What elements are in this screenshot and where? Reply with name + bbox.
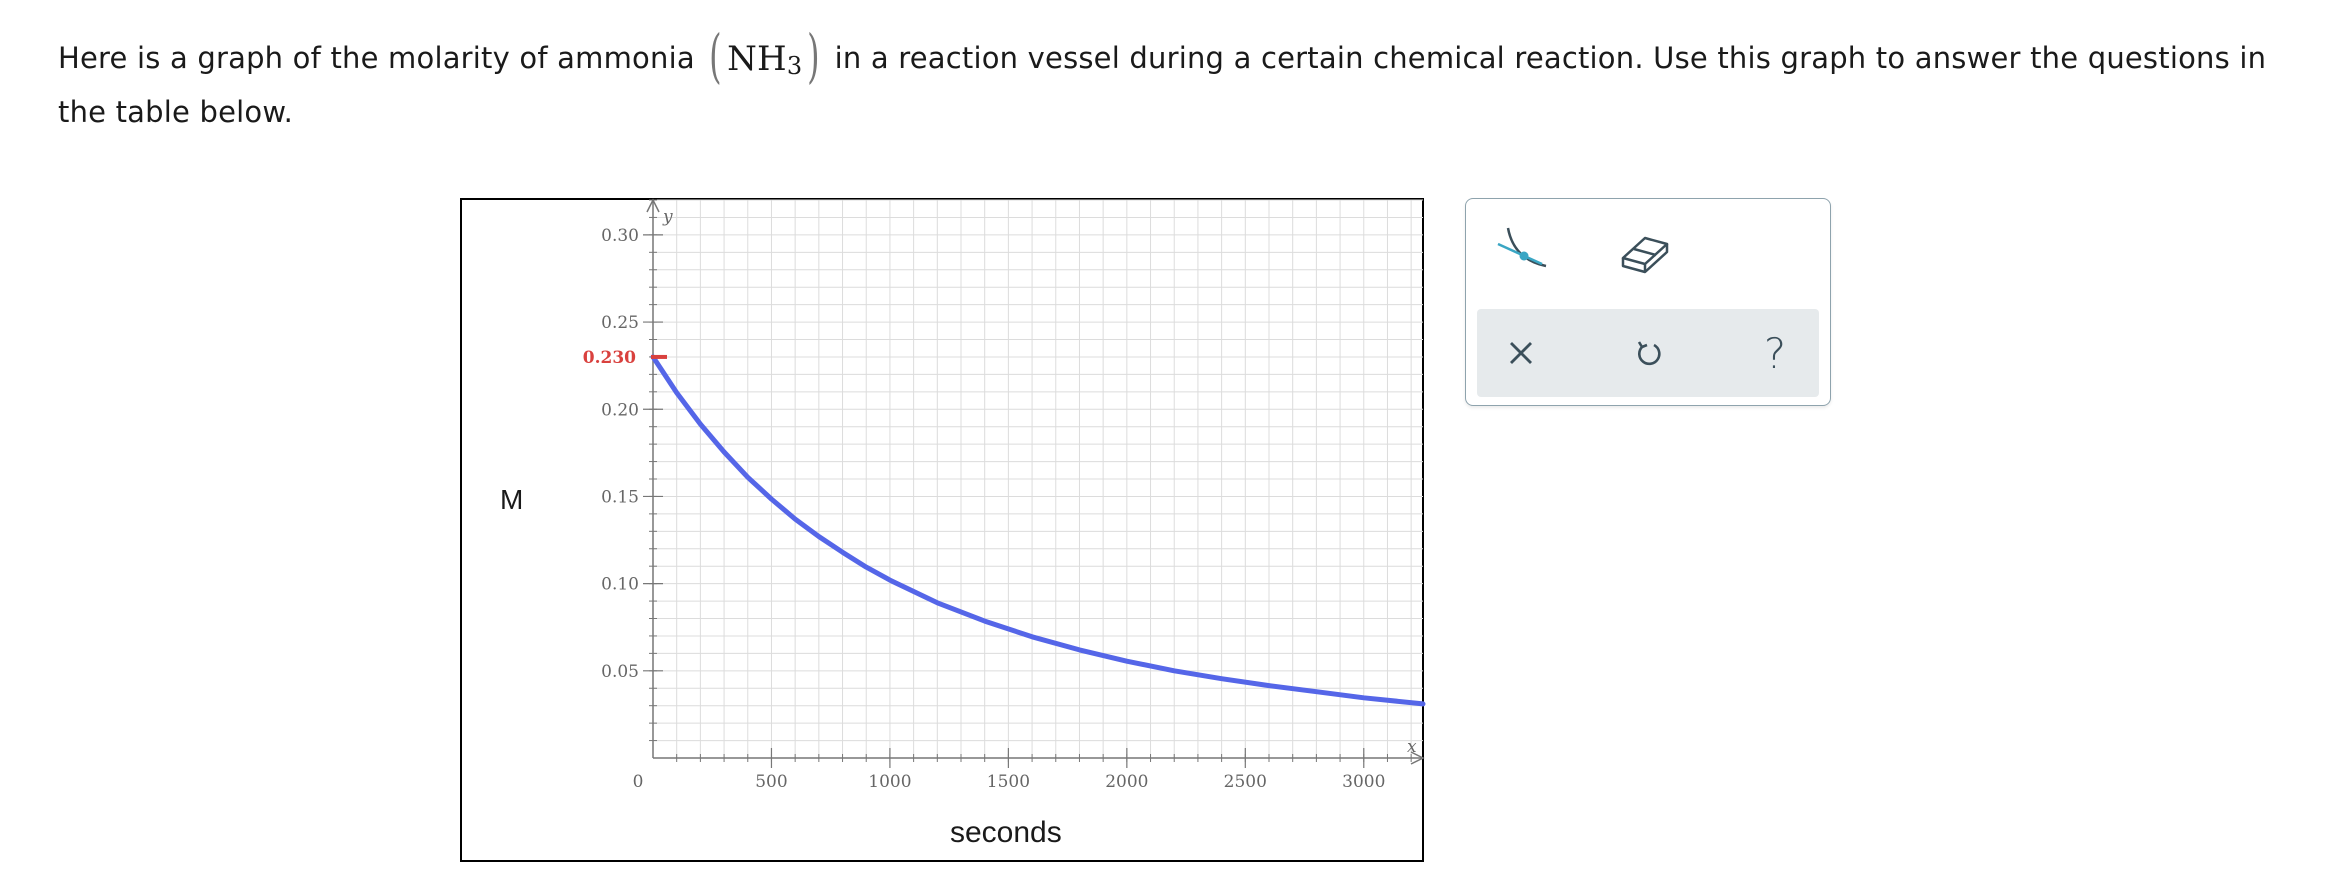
eraser-icon: [1621, 236, 1669, 274]
formula-base: NH: [727, 39, 787, 79]
question-text: Here is a graph of the molarity of ammon…: [58, 22, 2298, 138]
x-tick-label: 2500: [1224, 772, 1267, 792]
x-tick-label: 3000: [1342, 772, 1385, 792]
help-button[interactable]: ?: [1735, 313, 1815, 393]
toolbox-actions: ?: [1477, 309, 1819, 397]
annotations: 0.230: [583, 348, 667, 368]
y-axis-caption: M: [500, 484, 524, 515]
x-tick-label: 1500: [987, 772, 1030, 792]
x-tick-label: 1000: [868, 772, 911, 792]
curve-point-tool-button[interactable]: [1486, 214, 1566, 294]
eraser-tool-button[interactable]: [1601, 214, 1681, 294]
x-tick-label: 500: [755, 772, 787, 792]
y-tick-label: 0.20: [601, 400, 639, 420]
y-axis-arrow: [646, 198, 660, 213]
y-tick-label: 0.25: [601, 313, 639, 333]
x-tick-label: 0: [633, 772, 644, 792]
x-axis-caption: seconds: [950, 816, 1062, 849]
question-part-1: Here is a graph of the molarity of ammon…: [58, 41, 695, 75]
x-axis-letter: x: [1407, 737, 1417, 757]
molarity-curve: [650, 354, 1426, 707]
undo-icon: [1637, 341, 1661, 366]
curve-point-icon: [1497, 227, 1547, 268]
axes: yx: [643, 198, 1425, 768]
minor-ticks: [649, 199, 1412, 762]
formula-subscript: 3: [786, 52, 803, 80]
highlight-label: 0.230: [583, 348, 636, 368]
y-tick-label: 0.05: [601, 662, 639, 682]
y-axis-letter: y: [662, 207, 673, 227]
grid-lines: [653, 199, 1423, 758]
y-tick-label: 0.30: [601, 226, 639, 246]
y-tick-label: 0.10: [601, 575, 639, 595]
x-tick-label: 2000: [1105, 772, 1148, 792]
ammonia-formula: (NH3): [709, 22, 821, 90]
close-icon: [1510, 342, 1532, 364]
y-tick-label: 0.15: [601, 487, 639, 507]
x-axis-arrow: [1410, 751, 1425, 765]
tick-labels: 0 500 1000 1500 2000 2500 3000 0.05 0.10 0.15 0.20…: [601, 226, 1385, 792]
question-part-2: in a reaction vessel during a certain ch…: [58, 41, 2267, 129]
data-series: [650, 354, 1426, 707]
graph-frame[interactable]: [460, 198, 1424, 862]
clear-button[interactable]: [1481, 313, 1561, 393]
undo-button[interactable]: [1608, 313, 1688, 393]
graph-toolbox: ?: [1465, 198, 1831, 406]
help-icon: ?: [1763, 328, 1787, 378]
